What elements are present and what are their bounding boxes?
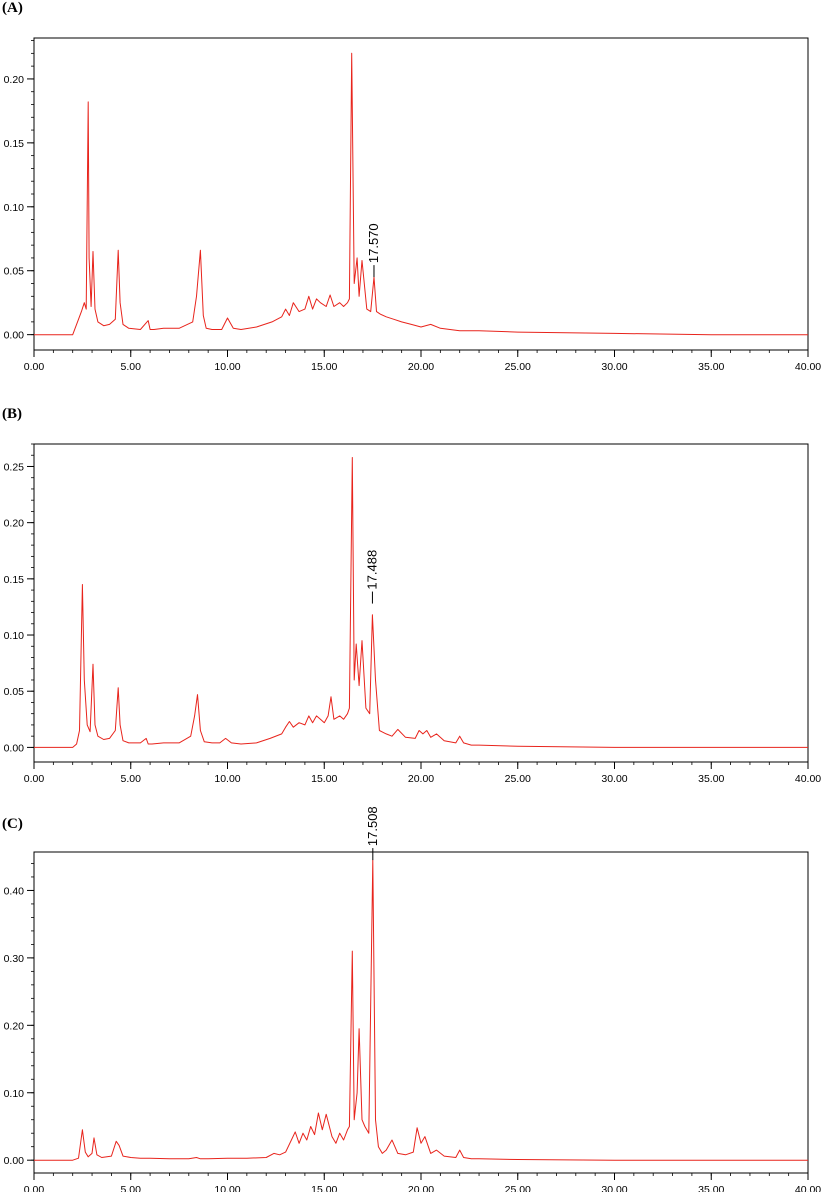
x-tick-label: 35.00 <box>698 361 724 373</box>
x-tick-label: 15.00 <box>311 1184 337 1192</box>
y-tick-label: 0.20 <box>4 74 25 86</box>
y-tick-label: 0.25 <box>4 461 25 473</box>
y-tick-label: 0.15 <box>4 574 25 586</box>
x-tick-label: 40.00 <box>795 773 821 785</box>
y-tick-label: 0.10 <box>4 630 25 642</box>
panel-label-b: (B) <box>2 406 22 422</box>
plot-frame <box>33 851 809 1174</box>
plot-frame <box>33 37 809 351</box>
y-tick-label: 0.10 <box>4 1088 25 1100</box>
chart-panel-b: (B) 0.00 5.00 10.00 15.00 20.00 25.00 30.00 35.… <box>0 406 827 786</box>
x-tick-label: 30.00 <box>601 773 627 785</box>
x-tick-label: 0.00 <box>24 1184 45 1192</box>
y-tick-label: 0.00 <box>4 1155 25 1167</box>
chromatogram-b: 0.00 5.00 10.00 15.00 20.00 25.00 30.00 35.00 40… <box>4 443 821 785</box>
x-tick-label: 20.00 <box>408 773 434 785</box>
x-tick-label: 5.00 <box>121 1184 142 1192</box>
chromatogram-trace <box>34 457 808 748</box>
x-tick-label: 5.00 <box>121 773 142 785</box>
chromatogram-a: 0.00 5.00 10.00 15.00 20.00 25.00 30.00 35.00 40… <box>4 37 821 373</box>
x-tick-label: 0.00 <box>24 361 45 373</box>
x-tick-label: 25.00 <box>505 361 531 373</box>
y-tick-label: 0.30 <box>4 953 25 965</box>
chromatogram-trace <box>34 52 808 336</box>
plot-frame <box>33 443 809 763</box>
chart-panel-a: (A) 0.00 5.00 10.00 15.00 20.00 25.00 30.00 35.… <box>0 0 827 380</box>
x-tick-label: 30.00 <box>601 1184 627 1192</box>
x-tick-label: 25.00 <box>505 1184 531 1192</box>
x-tick-label: 10.00 <box>214 773 240 785</box>
y-tick-label: 0.10 <box>4 202 25 214</box>
y-tick-label: 0.20 <box>4 1020 25 1032</box>
x-tick-label: 5.00 <box>121 361 142 373</box>
y-tick-label: 0.00 <box>4 742 25 754</box>
chart-panel-c: (C) 0.00 5.00 10.00 15.00 20.00 25.00 30.00 35.… <box>0 806 827 1192</box>
y-tick-label: 0.20 <box>4 518 25 530</box>
y-tick-label: 0.05 <box>4 266 25 278</box>
x-tick-label: 30.00 <box>601 361 627 373</box>
x-tick-label: 20.00 <box>408 361 434 373</box>
peak-retention-label: 17.570 <box>366 223 381 263</box>
x-tick-label: 35.00 <box>698 1184 724 1192</box>
x-tick-label: 10.00 <box>214 1184 240 1192</box>
x-tick-label: 10.00 <box>214 361 240 373</box>
y-tick-label: 0.00 <box>4 330 25 342</box>
x-tick-label: 40.00 <box>795 1184 821 1192</box>
chromatogram-trace <box>34 859 808 1161</box>
x-tick-label: 15.00 <box>311 361 337 373</box>
x-tick-label: 20.00 <box>408 1184 434 1192</box>
y-tick-label: 0.15 <box>4 138 25 150</box>
y-tick-label: 0.05 <box>4 686 25 698</box>
panel-label-c: (C) <box>2 816 23 832</box>
y-tick-label: 0.40 <box>4 885 25 897</box>
peak-retention-label: 17.508 <box>365 806 380 846</box>
x-tick-label: 0.00 <box>24 773 45 785</box>
x-tick-label: 40.00 <box>795 361 821 373</box>
peak-retention-label: 17.488 <box>364 550 379 590</box>
chromatogram-c: 0.00 5.00 10.00 15.00 20.00 25.00 30.00 35.00 40… <box>4 806 822 1192</box>
x-tick-label: 35.00 <box>698 773 724 785</box>
x-tick-label: 25.00 <box>505 773 531 785</box>
panel-label-a: (A) <box>2 0 23 16</box>
x-tick-label: 15.00 <box>311 773 337 785</box>
